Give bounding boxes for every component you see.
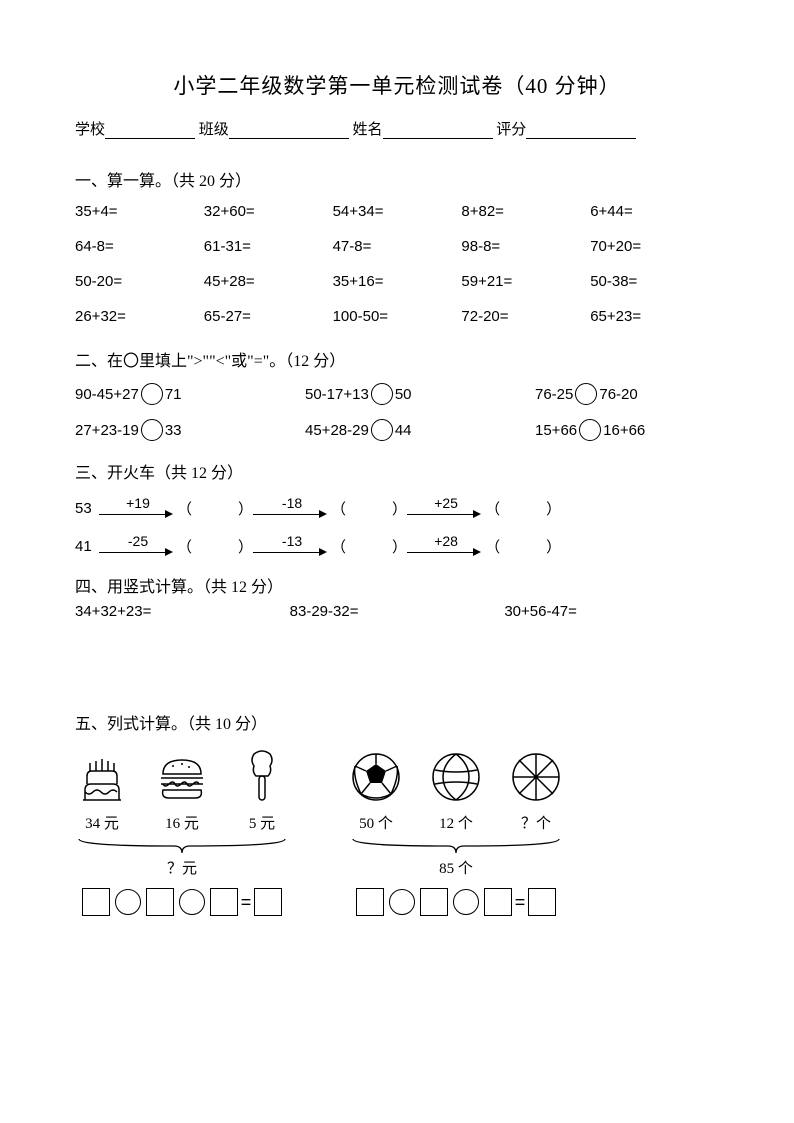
basketball-icon <box>509 750 563 804</box>
item-label: 16 元 <box>155 812 209 833</box>
paren-blank[interactable]: （） <box>177 536 253 557</box>
q2-item: 27+23-1933 <box>75 419 305 441</box>
q3-wrap: 53+19（）-18（）+25（） 41-25（）-13（）+28（） <box>75 495 719 559</box>
q1-item: 65+23= <box>590 308 719 325</box>
paren-blank[interactable]: （） <box>485 498 561 519</box>
info-line: 学校 班级 姓名 评分 <box>75 118 719 139</box>
q2-head: 二、在〇里填上">""<"或"="。（12 分） <box>75 347 719 371</box>
brace <box>349 837 563 855</box>
item-label: ？个 <box>509 812 563 833</box>
q4-head: 四、用竖式计算。（共 12 分） <box>75 573 719 597</box>
equation-blanks: = <box>356 888 557 916</box>
paren-blank[interactable]: （） <box>177 498 253 519</box>
circle-blank[interactable] <box>115 889 141 915</box>
q1-item: 45+28= <box>204 273 333 290</box>
cake-icon <box>75 750 129 804</box>
circle-blank[interactable] <box>371 383 393 405</box>
q5-wrap: 34 元 16 元 5 元 ？元 = 50 个 12 个 ？个 85 个 = <box>75 746 719 916</box>
equals-sign: = <box>241 892 252 913</box>
square-blank[interactable] <box>420 888 448 916</box>
q1-item: 59+21= <box>461 273 590 290</box>
score-label: 评分 <box>496 122 526 138</box>
q1-item: 61-31= <box>204 238 333 255</box>
circle-blank[interactable] <box>453 889 479 915</box>
circle-blank[interactable] <box>141 383 163 405</box>
q1-item: 35+4= <box>75 203 204 220</box>
q1-item: 98-8= <box>461 238 590 255</box>
school-label: 学校 <box>75 122 105 138</box>
equals-sign: = <box>515 892 526 913</box>
equation-blanks: = <box>82 888 283 916</box>
q1-item: 35+16= <box>333 273 462 290</box>
q2-item: 15+6616+66 <box>535 419 715 441</box>
square-blank[interactable] <box>210 888 238 916</box>
square-blank[interactable] <box>82 888 110 916</box>
burger-icon <box>155 754 209 804</box>
square-blank[interactable] <box>356 888 384 916</box>
train-row: 53+19（）-18（）+25（） <box>75 495 719 521</box>
q1-item: 65-27= <box>204 308 333 325</box>
q1-item: 50-38= <box>590 273 719 290</box>
q3-head: 三、开火车（共 12 分） <box>75 459 719 483</box>
q5-group: 34 元 16 元 5 元 ？元 = <box>75 746 289 916</box>
item-label: 5 元 <box>235 812 289 833</box>
q5-head: 五、列式计算。（共 10 分） <box>75 710 719 734</box>
item-label: 34 元 <box>75 812 129 833</box>
circle-blank[interactable] <box>371 419 393 441</box>
page-title: 小学二年级数学第一单元检测试卷（40 分钟） <box>75 70 719 100</box>
q4-row: 34+32+23=83-29-32=30+56-47= <box>75 603 719 620</box>
q2-item: 45+28-2944 <box>305 419 535 441</box>
square-blank[interactable] <box>484 888 512 916</box>
q1-item: 70+20= <box>590 238 719 255</box>
q1-item: 47-8= <box>333 238 462 255</box>
square-blank[interactable] <box>146 888 174 916</box>
brace-label: 85 个 <box>439 857 473 878</box>
q1-item: 8+82= <box>461 203 590 220</box>
paren-blank[interactable]: （） <box>331 498 407 519</box>
q1-grid: 35+4=32+60=54+34=8+82=6+44= 64-8=61-31=47… <box>75 203 719 325</box>
icecream-icon <box>235 748 289 804</box>
class-label: 班级 <box>199 122 229 138</box>
paren-blank[interactable]: （） <box>331 536 407 557</box>
q1-item: 50-20= <box>75 273 204 290</box>
q2-wrap: 90-45+277150-17+135076-2576-20 27+23-1933… <box>75 383 719 441</box>
train-row: 41-25（）-13（）+28（） <box>75 533 719 559</box>
q1-item: 64-8= <box>75 238 204 255</box>
q4-item: 34+32+23= <box>75 603 290 620</box>
circle-blank[interactable] <box>141 419 163 441</box>
square-blank[interactable] <box>528 888 556 916</box>
circle-blank[interactable] <box>179 889 205 915</box>
q1-item: 26+32= <box>75 308 204 325</box>
q1-item: 72-20= <box>461 308 590 325</box>
q4-item: 30+56-47= <box>504 603 719 620</box>
item-label: 12 个 <box>429 812 483 833</box>
item-label: 50 个 <box>349 812 403 833</box>
q1-item: 6+44= <box>590 203 719 220</box>
soccer-icon <box>349 750 403 804</box>
circle-blank[interactable] <box>389 889 415 915</box>
brace-label: ？元 <box>167 857 197 878</box>
brace <box>75 837 289 855</box>
name-label: 姓名 <box>353 122 383 138</box>
volleyball-icon <box>429 750 483 804</box>
q1-item: 32+60= <box>204 203 333 220</box>
q4-item: 83-29-32= <box>290 603 505 620</box>
circle-blank[interactable] <box>579 419 601 441</box>
q5-group: 50 个 12 个 ？个 85 个 = <box>349 746 563 916</box>
q2-item: 90-45+2771 <box>75 383 305 405</box>
paren-blank[interactable]: （） <box>485 536 561 557</box>
q2-item: 76-2576-20 <box>535 383 715 405</box>
q1-item: 100-50= <box>333 308 462 325</box>
q1-head: 一、算一算。（共 20 分） <box>75 167 719 191</box>
circle-blank[interactable] <box>575 383 597 405</box>
square-blank[interactable] <box>254 888 282 916</box>
q2-item: 50-17+1350 <box>305 383 535 405</box>
q1-item: 54+34= <box>333 203 462 220</box>
